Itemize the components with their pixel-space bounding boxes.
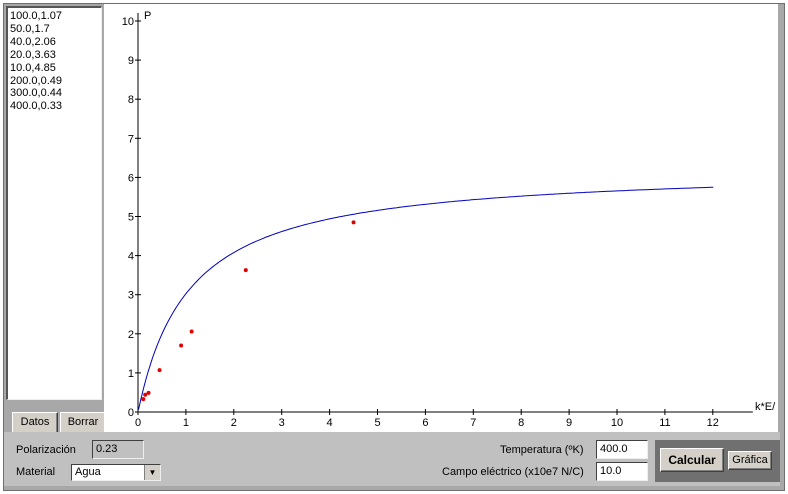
- data-point: [179, 343, 184, 348]
- chevron-down-icon[interactable]: ▼: [144, 465, 160, 480]
- campo-input[interactable]: 10.0: [596, 462, 648, 481]
- list-item[interactable]: 400.0,0.33: [10, 100, 62, 113]
- list-item[interactable]: 100.0,1.07: [10, 10, 62, 22]
- x-tick-label: 1: [183, 417, 189, 429]
- x-tick-label: 11: [659, 417, 670, 429]
- x-tick-label: 9: [566, 417, 572, 429]
- material-value: Agua: [75, 466, 101, 478]
- y-tick-label: 9: [128, 55, 134, 67]
- y-tick-label: 3: [128, 290, 134, 302]
- data-point: [351, 220, 356, 225]
- y-tick-label: 1: [128, 368, 134, 380]
- list-item[interactable]: 200.0,0.49: [10, 74, 62, 87]
- y-tick-label: 4: [128, 251, 134, 263]
- material-select[interactable]: Agua ▼: [71, 464, 161, 481]
- x-tick-label: 6: [422, 417, 428, 429]
- x-tick-label: 4: [327, 417, 333, 429]
- data-point: [243, 268, 248, 273]
- x-tick-label: 8: [518, 417, 524, 429]
- x-tick-label: 5: [374, 417, 380, 429]
- data-point: [146, 390, 151, 395]
- x-tick-label: 2: [231, 417, 237, 429]
- list-item[interactable]: 20.0,3.63: [10, 48, 56, 61]
- data-point: [157, 368, 162, 373]
- y-tick-label: 2: [128, 329, 134, 341]
- list-item[interactable]: 10.0,4.85: [10, 61, 56, 74]
- list-item[interactable]: 40.0,2.06: [10, 35, 56, 48]
- material-label: Material: [16, 466, 56, 478]
- polarizacion-field: 0.23: [92, 440, 144, 459]
- borrar-button[interactable]: Borrar: [60, 412, 106, 434]
- campo-label: Campo eléctrico (x10e7 N/C): [442, 466, 584, 478]
- y-tick-label: 6: [128, 172, 134, 184]
- calcular-button[interactable]: Calcular: [660, 448, 724, 472]
- temperatura-label: Temperatura (ºK): [500, 444, 584, 456]
- data-point: [141, 397, 146, 402]
- y-tick-label: 0: [128, 407, 134, 419]
- polarizacion-label: Polarización: [16, 444, 76, 456]
- grafica-button[interactable]: Gráfica: [728, 451, 772, 470]
- y-tick-label: 10: [122, 16, 134, 28]
- y-tick-label: 5: [128, 212, 134, 224]
- x-tick-label: 0: [135, 417, 141, 429]
- datos-button[interactable]: Datos: [12, 412, 58, 434]
- data-list[interactable]: 100.0,1.07 50.0,1.7 40.0,2.06 20.0,3.63 10.0…: [6, 6, 102, 400]
- x-tick-label: 3: [279, 417, 285, 429]
- x-tick-label: 7: [470, 417, 476, 429]
- list-item[interactable]: 300.0,0.44: [10, 87, 62, 100]
- x-tick-label: 10: [611, 417, 623, 429]
- y-axis-label: P: [144, 10, 151, 22]
- data-point: [189, 329, 194, 334]
- x-tick-label: 12: [707, 417, 719, 429]
- x-axis-label: k*E/: [755, 401, 776, 413]
- y-tick-label: 7: [128, 133, 134, 145]
- calc-box: Calcular Gráfica: [655, 440, 780, 482]
- temperatura-input[interactable]: 400.0: [596, 440, 648, 459]
- fit-curve: [138, 186, 714, 410]
- list-item[interactable]: 50.0,1.7: [10, 22, 50, 35]
- data-point: [143, 392, 148, 397]
- y-tick-label: 8: [128, 94, 134, 106]
- bottom-panel: Polarización 0.23 Material Agua ▼ Temper…: [4, 432, 780, 486]
